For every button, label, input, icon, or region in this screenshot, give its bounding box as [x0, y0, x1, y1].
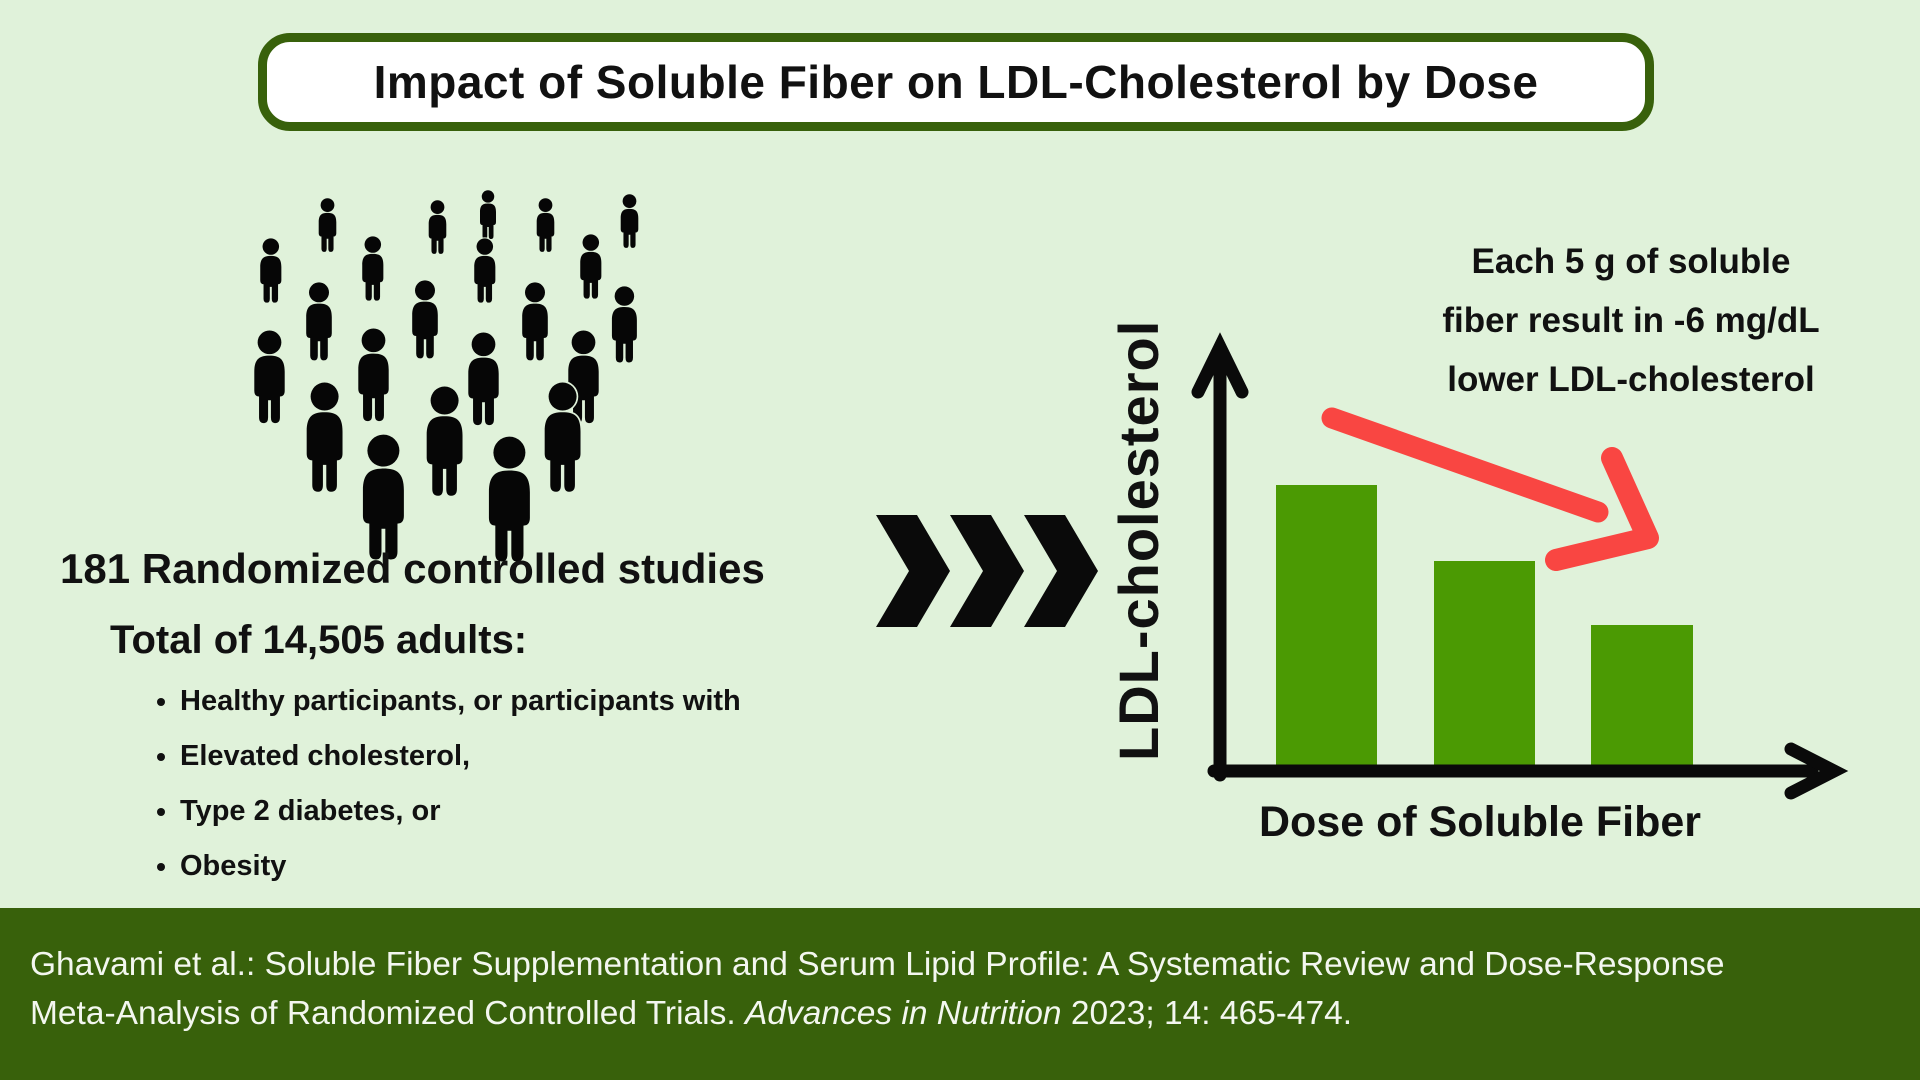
annotation-line: lower LDL-cholesterol [1447, 360, 1815, 399]
person-icon [521, 281, 549, 362]
person-icon [361, 235, 385, 302]
x-axis-arrowhead-icon [1784, 742, 1849, 800]
citation-line-1: Ghavami et al.: Soluble Fiber Supplement… [30, 946, 1725, 983]
person-icon [535, 197, 556, 253]
triple-chevron-right-icon [876, 515, 1098, 627]
person-icon [466, 331, 501, 427]
citation-line-2-text: Meta-Analysis of Randomized Controlled T… [30, 995, 745, 1032]
bullet-item: Elevated cholesterol, [180, 729, 741, 784]
y-axis-label: LDL-cholesterol [1107, 319, 1170, 761]
bullet-item: Obesity [180, 839, 741, 894]
person-icon [424, 384, 465, 498]
x-axis-label: Dose of Soluble Fiber [1259, 798, 1701, 846]
person-icon [317, 197, 338, 253]
annotation-line: fiber result in -6 mg/dL [1442, 301, 1820, 340]
person-icon [360, 432, 406, 562]
person-icon [610, 285, 639, 364]
trend-arrow-head-icon [1545, 447, 1659, 571]
title-banner: Impact of Soluble Fiber on LDL-Cholester… [258, 33, 1654, 131]
person-icon [486, 434, 532, 564]
bullet-item: Type 2 diabetes, or [180, 784, 741, 839]
chart-bar [1434, 561, 1535, 765]
crowd-icon [252, 190, 640, 564]
person-icon [259, 237, 283, 304]
person-icon [479, 190, 497, 240]
trend-arrow-shaft [1321, 407, 1609, 523]
citation-line-2-ref: 2023; 14: 465-474. [1061, 995, 1353, 1032]
citation-footer: Ghavami et al.: Soluble Fiber Supplement… [0, 908, 1920, 1080]
chart-annotation: Each 5 g of soluble fiber result in -6 m… [1385, 232, 1877, 409]
person-icon [579, 233, 603, 300]
chart-bar [1276, 485, 1377, 765]
person-icon [619, 193, 640, 249]
participants-subheadline: Total of 14,505 adults: [110, 618, 528, 662]
studies-headline: 181 Randomized controlled studies [60, 545, 765, 592]
page-title: Impact of Soluble Fiber on LDL-Cholester… [373, 56, 1539, 108]
person-icon [356, 327, 391, 423]
participants-bullet-list: Healthy participants, or participants wi… [142, 674, 741, 894]
person-icon [252, 329, 287, 425]
chart-bar [1591, 625, 1693, 765]
person-icon [566, 329, 601, 425]
y-axis-arrowhead-icon [1191, 332, 1249, 399]
annotation-line: Each 5 g of soluble [1471, 242, 1791, 281]
person-icon [473, 237, 497, 304]
citation-journal-name: Advances in Nutrition [744, 995, 1062, 1032]
bullet-item: Healthy participants, or participants wi… [180, 674, 741, 729]
citation-line-2: Meta-Analysis of Randomized Controlled T… [30, 989, 1900, 1038]
person-icon [411, 279, 439, 360]
person-icon [542, 380, 583, 494]
bar-chart [1191, 332, 1849, 800]
person-icon [304, 380, 345, 494]
person-icon [427, 199, 448, 255]
person-icon [305, 281, 333, 362]
